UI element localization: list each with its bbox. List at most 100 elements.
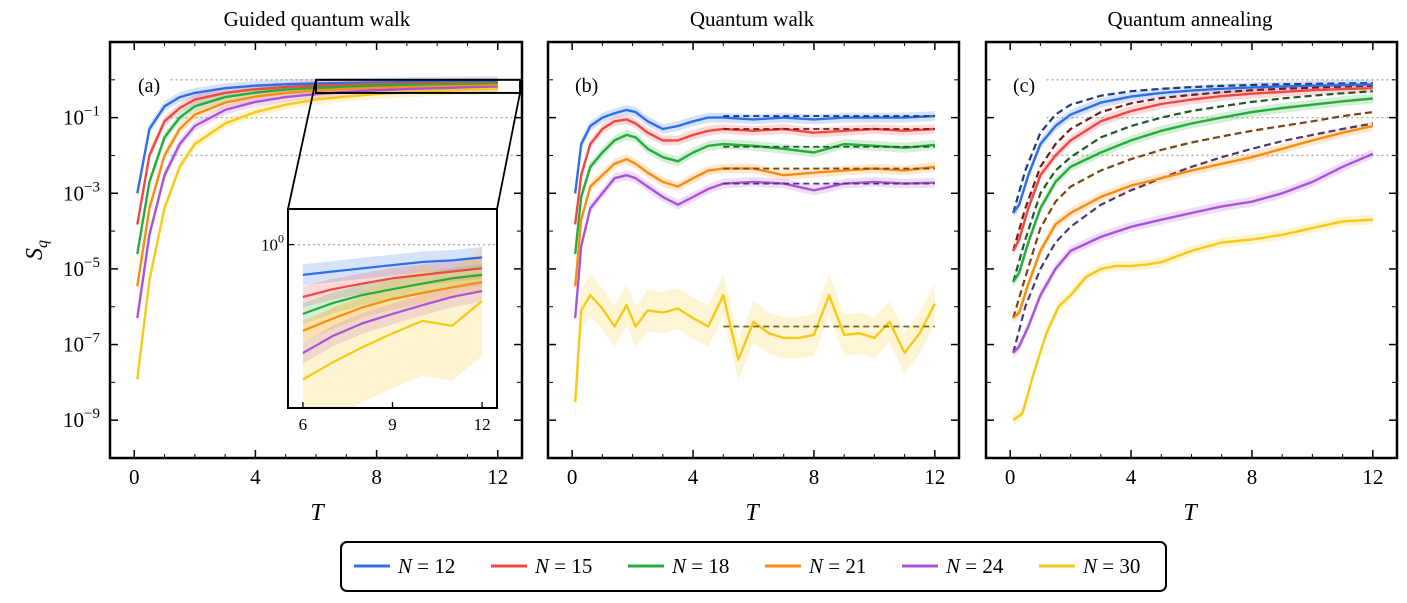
- legend-label-symbol: N: [671, 554, 687, 578]
- legend-label-value: = 30: [1097, 554, 1140, 578]
- panel-a-series-N=15: [136, 81, 498, 225]
- inset-series-6: [302, 300, 483, 381]
- panel-c-dashed-series-2: [1012, 84, 1373, 252]
- panel-c-dashed-series-3: [1012, 90, 1373, 283]
- panel-c-series-N=15: [1012, 87, 1373, 252]
- panel-a-series-N=12: [136, 80, 498, 194]
- ytick-exponent: −9: [84, 406, 100, 422]
- ytick-base: 10: [63, 257, 84, 281]
- panel-a-series-N=18: [136, 82, 498, 255]
- ytick-exponent: −1: [84, 104, 100, 120]
- panel-a-series-N=21: [136, 84, 498, 287]
- legend-label-symbol: N: [534, 554, 550, 578]
- inset-background: [288, 209, 497, 408]
- panel-b-plot-area: [574, 105, 936, 423]
- panel-a-ytick-label: 10−5: [63, 255, 100, 281]
- inset-xtick-label: 6: [299, 415, 308, 434]
- inset-plot-area: [288, 244, 497, 408]
- inset-xtick-label: 12: [474, 415, 491, 434]
- panel-c-xtick-label: 4: [1126, 465, 1137, 489]
- inset-xtick-label: 9: [388, 415, 397, 434]
- panel-c-dashed-series-4: [1012, 111, 1373, 319]
- ytick-base: 10: [63, 333, 84, 357]
- panel-b-frame: [546, 40, 961, 460]
- panel-a-xtick-label: 12: [487, 465, 508, 489]
- panel-a-xtick-label: 8: [371, 465, 382, 489]
- panel-a-ytick-label: 10−7: [63, 331, 100, 357]
- panel-c-series-N=30: [1012, 218, 1373, 422]
- legend-label-1: N = 12: [397, 554, 455, 578]
- legend-label-4: N = 21: [808, 554, 866, 578]
- panel-c-dashed-series-1: [1012, 82, 1373, 214]
- panel-b-series-N=12: [574, 108, 935, 194]
- panel-b-xtick-label: 0: [567, 465, 578, 489]
- panel-c-xlabel: T: [1183, 500, 1198, 526]
- legend-label-value: = 24: [960, 554, 1004, 578]
- legend-label-symbol: N: [397, 554, 413, 578]
- legend-label-5: N = 24: [945, 554, 1004, 578]
- panel-b-letter: (b): [575, 75, 598, 97]
- panel-c-plot-area: [1012, 79, 1397, 426]
- panel-a-xtick-label: 4: [250, 465, 261, 489]
- legend-box: [340, 541, 1167, 592]
- ytick-exponent: −3: [84, 179, 100, 195]
- inset-connector-left: [287, 79, 317, 210]
- panel-b-band-2: [575, 114, 935, 230]
- y-axis-label-main: S: [22, 248, 48, 260]
- panel-a-series-N=24: [136, 85, 498, 319]
- panel-b-xlabel: T: [745, 500, 760, 526]
- panel-c-xtick-label: 12: [1362, 465, 1383, 489]
- inset-zoom-box: [315, 78, 521, 94]
- legend-label-value: = 18: [686, 554, 729, 578]
- legend-label-value: = 12: [412, 554, 455, 578]
- panel-c-dashed-series-5: [1012, 122, 1373, 354]
- inset-series-5: [302, 290, 483, 354]
- legend-label-symbol: N: [945, 554, 961, 578]
- panel-c-letter: (c): [1013, 75, 1035, 97]
- inset-series-2: [302, 267, 483, 298]
- panel-a-ytick-label: 10−3: [63, 179, 100, 205]
- inset-connector-right: [496, 92, 521, 210]
- panel-a-xlabel: T: [310, 500, 325, 526]
- legend-label-6: N = 30: [1082, 554, 1140, 578]
- inset-band-6: [302, 246, 483, 408]
- inset-band-4: [302, 271, 483, 342]
- legend: N = 12 N = 15 N = 18 N = 21 N = 24 N = 30: [340, 541, 1167, 592]
- panel-a-series-N=30: [136, 87, 498, 380]
- panel-c-series-N=18: [1012, 97, 1373, 283]
- inset-ytick-exponent: 0: [278, 232, 284, 246]
- ytick-base: 10: [63, 408, 84, 432]
- panel-c-series-N=24: [1012, 152, 1374, 354]
- panel-b: 0 4 8 12: [546, 40, 961, 489]
- ytick-exponent: −5: [84, 255, 100, 271]
- panel-a-xtick-label: 0: [129, 465, 140, 489]
- inset-ytick-label: 100: [261, 232, 284, 255]
- panel-a-plot-area: [136, 76, 522, 385]
- panel-b-series-N=15: [574, 118, 935, 225]
- legend-label-3: N = 18: [671, 554, 729, 578]
- ytick-base: 10: [63, 181, 84, 205]
- panel-b-band-3: [575, 129, 935, 259]
- legend-label-2: N = 15: [534, 554, 592, 578]
- panel-b-series-N=30: [574, 294, 936, 403]
- panel-c-xtick-label: 0: [1005, 465, 1016, 489]
- panel-b-series-N=24: [574, 174, 935, 319]
- panel-b-xtick-label: 8: [809, 465, 820, 489]
- legend-label-symbol: N: [808, 554, 824, 578]
- legend-label-value: = 15: [549, 554, 592, 578]
- y-axis-label: Sq: [22, 240, 51, 260]
- panel-c-series-N=21: [1012, 124, 1374, 319]
- panel-c: 0 4 8 12: [984, 40, 1399, 489]
- inset-band-3: [302, 264, 483, 325]
- inset-band-2: [302, 257, 483, 308]
- panel-c-title: Quantum annealing: [1107, 7, 1273, 31]
- panel-c-series-N=12: [1012, 83, 1373, 214]
- panel-c-band-6: [1013, 214, 1373, 426]
- panel-b-band-6: [575, 274, 935, 423]
- inset-series-3: [302, 273, 483, 315]
- inset-ytick-base: 10: [261, 236, 278, 255]
- ytick-base: 10: [63, 106, 84, 130]
- panel-b-series-N=18: [574, 133, 935, 255]
- svg-text:Sq: Sq: [22, 240, 51, 260]
